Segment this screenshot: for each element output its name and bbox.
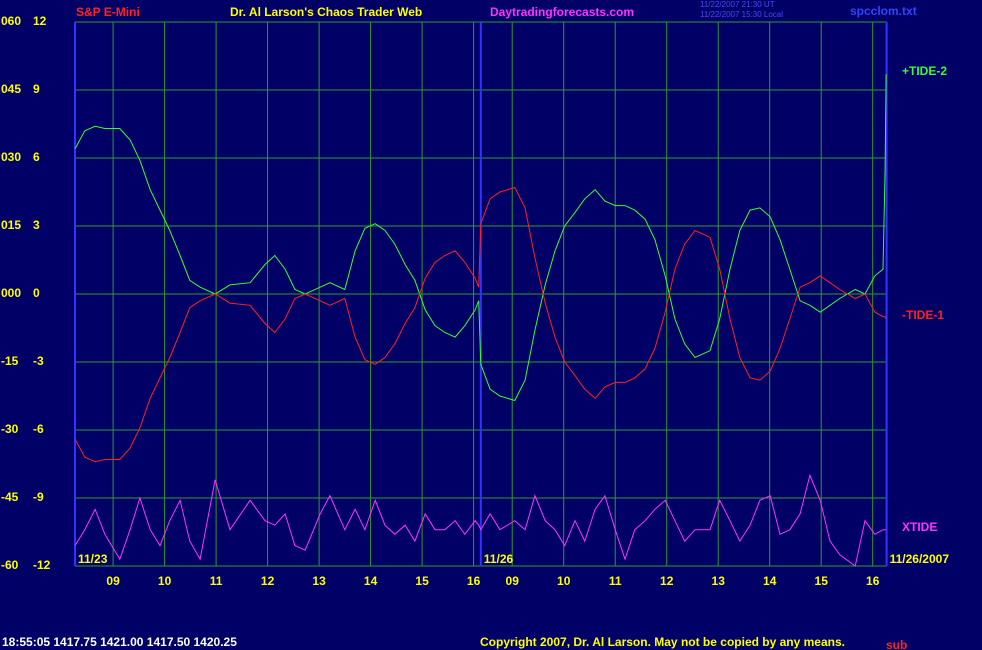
x-tick-label: 15 (415, 574, 429, 588)
y2-tick-label: 015 (1, 218, 21, 232)
y-tick-label: 6 (33, 150, 40, 164)
y-tick-label: 9 (33, 82, 40, 96)
file-label: spcclom.txt (850, 4, 917, 18)
x-tick-label: 14 (364, 574, 378, 588)
legend-label: -TIDE-1 (902, 308, 944, 322)
y-tick-label: 12 (33, 14, 47, 28)
y-tick-label: -9 (33, 490, 44, 504)
x-tick-label: 10 (158, 574, 172, 588)
series-line (74, 186, 887, 463)
x-tick-label: 11 (210, 574, 223, 588)
x-tick-label: 16 (467, 574, 481, 588)
x-tick-label: 12 (261, 574, 275, 588)
note: sub (886, 638, 907, 650)
y-tick-label: 3 (33, 218, 40, 232)
timestamp: 11/22/2007 21:30 UT (700, 0, 775, 9)
y2-tick-label: -30 (1, 422, 19, 436)
chart-title: Dr. Al Larson's Chaos Trader Web (230, 5, 422, 19)
chart-subtitle: S&P E-Mini (76, 5, 140, 19)
quote-line: 18:55:05 1417.75 1421.00 1417.50 1420.25 (2, 635, 237, 649)
y-tick-label: 0 (33, 286, 40, 300)
x-tick-label: 13 (312, 574, 326, 588)
y2-tick-label: 045 (1, 82, 21, 96)
site-label: Daytradingforecasts.com (490, 5, 634, 19)
y-tick-label: -3 (33, 354, 44, 368)
date-label: 11/26/2007 (890, 552, 950, 566)
y-tick-label: -12 (33, 558, 51, 572)
x-tick-label: 13 (712, 574, 726, 588)
x-tick-label: 09 (106, 574, 120, 588)
x-tick-label: 10 (557, 574, 571, 588)
y2-tick-label: -60 (1, 558, 19, 572)
date-label: 11/26 (484, 552, 514, 566)
x-tick-label: 09 (506, 574, 520, 588)
timestamp: 11/22/2007 15:30 Local (700, 10, 783, 19)
y2-tick-label: 000 (1, 286, 21, 300)
copyright: Copyright 2007, Dr. Al Larson. May not b… (480, 635, 845, 649)
x-tick-label: 14 (763, 574, 777, 588)
x-tick-label: 11 (609, 574, 622, 588)
date-label: 11/23 (78, 552, 108, 566)
x-tick-label: 16 (866, 574, 880, 588)
series-line (74, 74, 887, 402)
legend-label: XTIDE (902, 520, 937, 534)
legend-label: +TIDE-2 (902, 64, 947, 78)
y2-tick-label: -45 (1, 490, 19, 504)
y2-tick-label: -15 (1, 354, 19, 368)
y2-tick-label: 060 (1, 14, 21, 28)
series-line (74, 473, 887, 567)
x-tick-label: 12 (660, 574, 674, 588)
y-tick-label: -6 (33, 422, 44, 436)
y2-tick-label: 030 (1, 150, 21, 164)
x-tick-label: 15 (815, 574, 829, 588)
